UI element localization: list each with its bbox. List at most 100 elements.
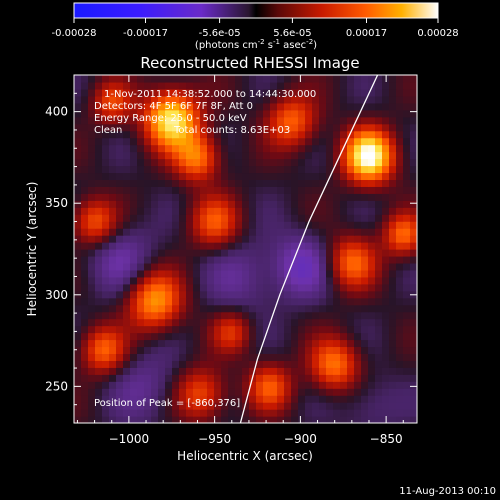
heatmap-cell	[116, 235, 124, 243]
heatmap-cell	[312, 325, 320, 334]
heatmap-cell	[109, 402, 117, 410]
heatmap-cell	[137, 179, 145, 187]
heatmap-cell	[228, 207, 236, 215]
heatmap-cell	[242, 297, 250, 306]
heatmap-cell	[137, 353, 145, 361]
heatmap-cell	[214, 165, 222, 174]
heatmap-cell	[130, 179, 138, 187]
heatmap-cell	[347, 116, 355, 125]
heatmap-cell	[207, 318, 215, 327]
heatmap-cell	[81, 290, 89, 299]
heatmap-cell	[249, 416, 257, 423]
heatmap-cell	[284, 360, 292, 368]
heatmap-cell	[305, 193, 313, 201]
heatmap-cell	[410, 228, 417, 236]
heatmap-cell	[340, 221, 348, 229]
heatmap-cell	[242, 318, 250, 327]
heatmap-cell	[193, 409, 201, 417]
heatmap-cell	[333, 95, 341, 104]
heatmap-cell	[354, 416, 362, 423]
heatmap-cell	[270, 409, 278, 417]
heatmap-cell	[88, 360, 96, 368]
heatmap-cell	[340, 388, 348, 396]
heatmap-cell	[235, 88, 243, 97]
heatmap-cell	[137, 228, 145, 236]
heatmap-cell	[403, 242, 411, 250]
heatmap-cell	[221, 381, 229, 389]
heatmap-cell	[291, 81, 299, 90]
heatmap-cell	[361, 276, 369, 285]
heatmap-cell	[228, 172, 236, 180]
heatmap-cell	[158, 102, 166, 111]
heatmap-cell	[74, 381, 82, 389]
heatmap-cell	[396, 416, 404, 423]
heatmap-cell	[368, 409, 376, 417]
heatmap-cell	[361, 158, 369, 167]
heatmap-cell	[130, 325, 138, 334]
heatmap-cell	[158, 353, 166, 361]
heatmap-cell	[270, 304, 278, 313]
heatmap-cell	[151, 109, 159, 118]
heatmap-cell	[235, 186, 243, 194]
heatmap-cell	[158, 116, 166, 125]
heatmap-cell	[319, 269, 327, 278]
heatmap-cell	[130, 297, 138, 306]
heatmap-cell	[151, 102, 159, 111]
heatmap-cell	[298, 374, 306, 382]
heatmap-cell	[333, 242, 341, 250]
heatmap-cell	[235, 374, 243, 382]
heatmap-cell	[179, 116, 187, 125]
heatmap-cell	[389, 269, 397, 278]
heatmap-cell	[165, 374, 173, 382]
heatmap-cell	[235, 318, 243, 327]
heatmap-cell	[137, 242, 145, 250]
heatmap-cell	[207, 200, 215, 208]
heatmap-cell	[298, 186, 306, 194]
heatmap-cell	[130, 416, 138, 423]
heatmap-cell	[319, 81, 327, 90]
heatmap-cell	[81, 367, 89, 375]
heatmap-cell	[200, 388, 208, 396]
heatmap-cell	[368, 81, 376, 90]
heatmap-cell	[186, 165, 194, 174]
heatmap-cell	[221, 151, 229, 160]
heatmap-cell	[410, 116, 417, 125]
heatmap-cell	[88, 276, 96, 285]
heatmap-cell	[263, 75, 271, 83]
heatmap-cell	[235, 388, 243, 396]
heatmap-cell	[151, 95, 159, 104]
heatmap-cell	[95, 381, 103, 389]
heatmap-cell	[403, 221, 411, 229]
heatmap-cell	[354, 235, 362, 243]
heatmap-cell	[186, 255, 194, 264]
heatmap-cell	[361, 332, 369, 341]
heatmap-cell	[88, 402, 96, 410]
heatmap-cell	[333, 214, 341, 222]
heatmap-cell	[284, 339, 292, 348]
heatmap-cell	[186, 409, 194, 417]
heatmap-cell	[102, 116, 110, 125]
heatmap-cell	[137, 214, 145, 222]
heatmap-cell	[312, 297, 320, 306]
heatmap-cell	[333, 339, 341, 348]
heatmap-cell	[284, 416, 292, 423]
heatmap-cell	[361, 123, 369, 132]
heatmap-cell	[123, 130, 131, 139]
heatmap-cell	[186, 381, 194, 389]
heatmap-cell	[214, 75, 222, 83]
heatmap-cell	[81, 311, 89, 320]
heatmap-cell	[193, 144, 201, 153]
heatmap-cell	[319, 88, 327, 97]
heatmap-cell	[102, 402, 110, 410]
heatmap-cell	[193, 283, 201, 292]
heatmap-cell	[410, 242, 417, 250]
heatmap-cell	[109, 311, 117, 320]
heatmap-cell	[165, 304, 173, 313]
heatmap-cell	[74, 102, 82, 111]
heatmap-cell	[130, 290, 138, 299]
heatmap-cell	[130, 116, 138, 125]
heatmap-cell	[102, 151, 110, 160]
heatmap-cell	[151, 332, 159, 341]
heatmap-cell	[333, 130, 341, 139]
heatmap-cell	[88, 88, 96, 97]
